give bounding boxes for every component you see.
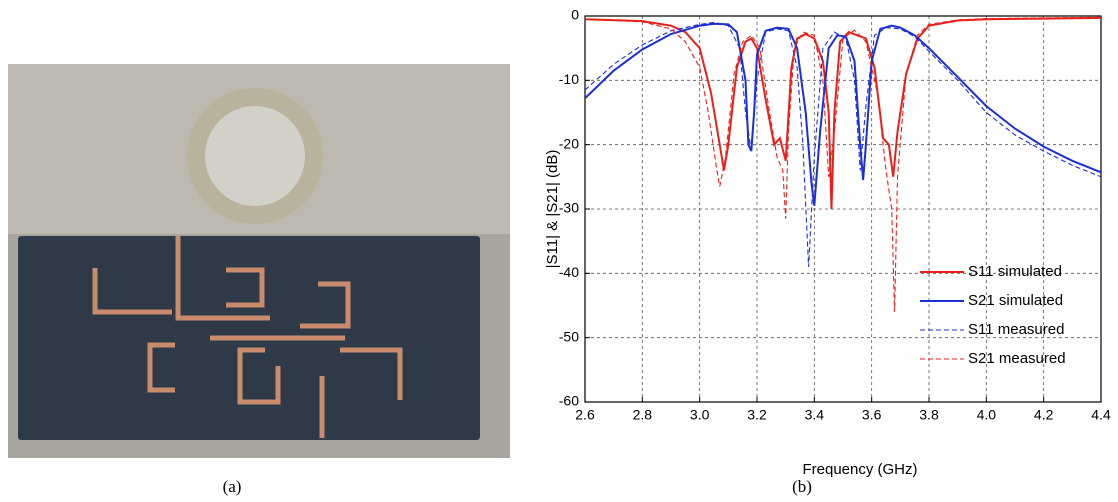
y-tick-label: -20 [559, 135, 579, 151]
plot-frame [584, 15, 1102, 403]
legend-label: S11 measured [968, 321, 1064, 338]
x-tick-label: 4.4 [1091, 407, 1111, 423]
x-axis-title: Frequency (GHz) [802, 461, 917, 478]
legend-label: S21 simulated [968, 292, 1063, 309]
photo: (a) [8, 64, 510, 496]
legend-label: S21 measured [968, 350, 1066, 367]
series-line [585, 21, 1101, 267]
x-tick-label: 3.8 [919, 407, 939, 423]
y-tick-label: -60 [559, 393, 579, 409]
x-tick-label: 3.6 [862, 407, 882, 423]
x-tick-label: 2.6 [575, 407, 595, 423]
y-tick-label: -50 [559, 328, 579, 344]
series-line [585, 16, 1101, 210]
x-tick-label: 3.2 [747, 407, 767, 423]
caption: (b) [792, 477, 812, 496]
x-tick-label: 2.8 [633, 407, 653, 423]
x-tick-label: 4.2 [1034, 407, 1054, 423]
caption: (a) [223, 477, 242, 496]
x-tick-label: 3.0 [690, 407, 710, 423]
y-axis-title: |S11| & |S21| (dB) [544, 150, 561, 269]
series-line [585, 22, 1101, 206]
y-tick-label: 0 [571, 7, 579, 23]
x-tick-label: 4.0 [977, 407, 997, 423]
y-tick-label: -10 [559, 71, 579, 87]
x-tick-label: 3.4 [805, 407, 825, 423]
legend-label: S11 simulated [968, 263, 1062, 280]
y-tick-label: -40 [559, 264, 579, 280]
y-tick-label: -30 [559, 200, 579, 216]
